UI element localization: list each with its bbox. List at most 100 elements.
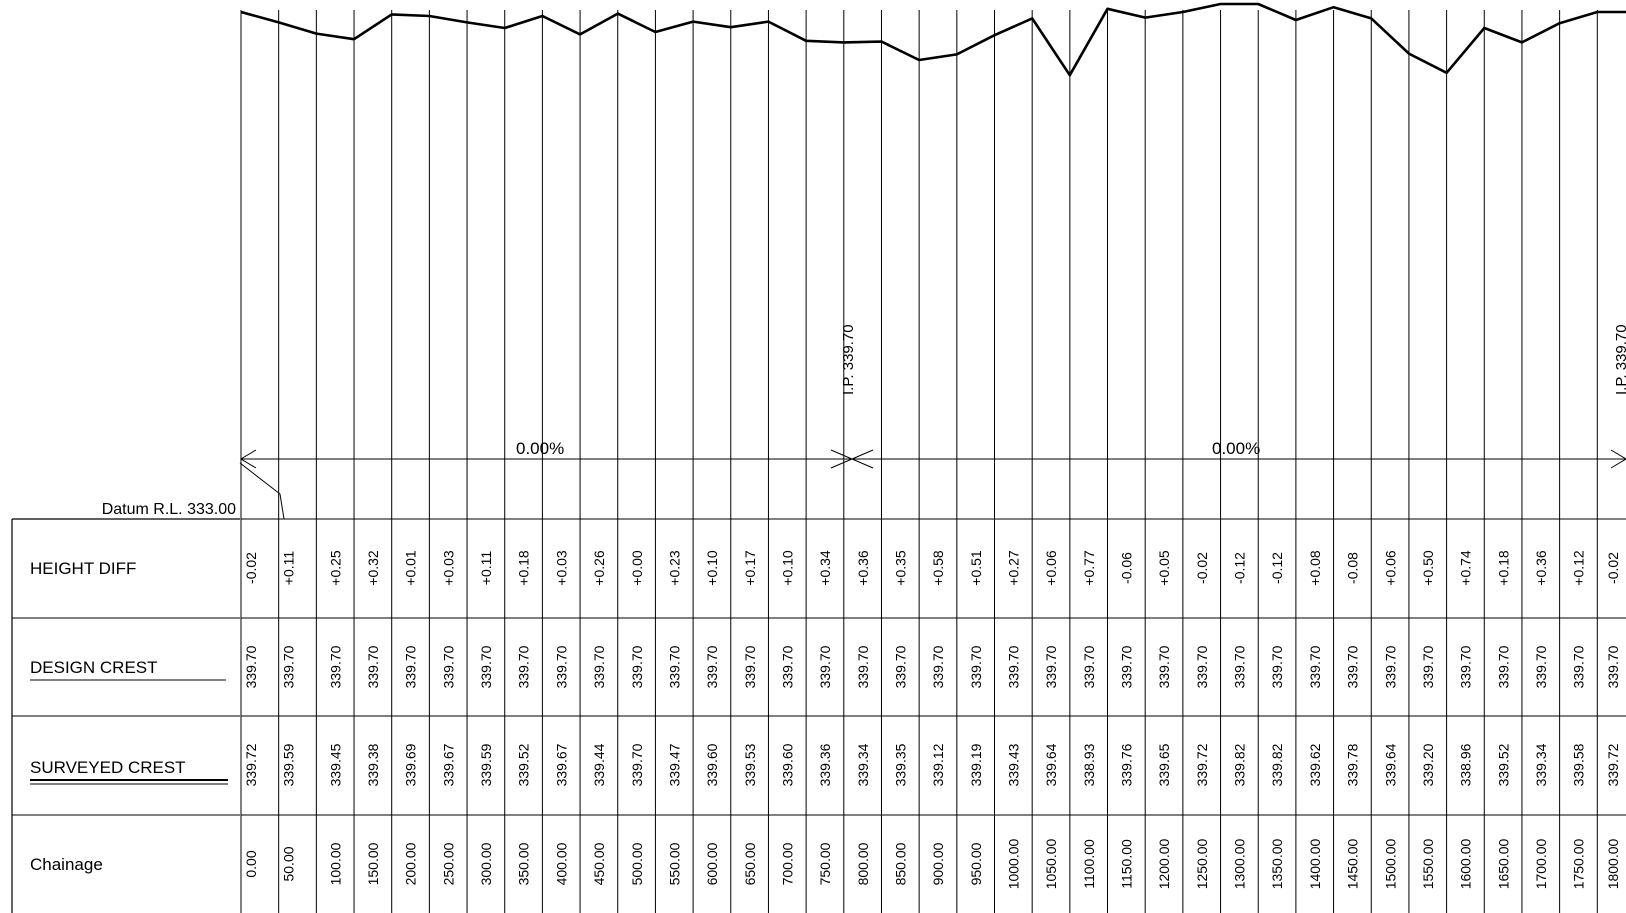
design-crest-value: 339.70 — [742, 645, 758, 688]
chainage-value: 200.00 — [403, 842, 419, 885]
chainage-value: 1500.00 — [1382, 838, 1398, 889]
design-crest-value: 339.70 — [1345, 645, 1361, 688]
row-label-chainage: Chainage — [30, 855, 103, 874]
surveyed-crest-value: 339.34 — [1533, 743, 1549, 786]
design-crest-value: 339.70 — [1420, 645, 1436, 688]
surveyed-crest-value: 339.76 — [1119, 743, 1135, 786]
height-diff-value: +0.36 — [855, 550, 871, 586]
design-crest-value: 339.70 — [930, 645, 946, 688]
surveyed-crest-value: 339.70 — [629, 743, 645, 786]
height-diff-value: +0.50 — [1420, 550, 1436, 586]
surveyed-crest-value: 339.35 — [893, 743, 909, 786]
chainage-value: 1050.00 — [1043, 838, 1059, 889]
design-crest-value: 339.70 — [1495, 645, 1511, 688]
height-diff-value: +0.25 — [327, 550, 343, 586]
height-diff-value: +0.01 — [403, 550, 419, 586]
height-diff-value: +0.18 — [1495, 550, 1511, 586]
design-crest-value: 339.70 — [666, 645, 682, 688]
chainage-value: 150.00 — [365, 842, 381, 885]
surveyed-crest-value: 339.36 — [817, 743, 833, 786]
surveyed-crest-value: 339.72 — [243, 743, 259, 786]
design-crest-value: 339.70 — [365, 645, 381, 688]
design-crest-value: 339.70 — [281, 645, 297, 688]
height-diff-value: +0.03 — [553, 550, 569, 586]
chainage-value: 1700.00 — [1533, 838, 1549, 889]
surveyed-crest-value: 339.19 — [968, 743, 984, 786]
row-label-design-crest: DESIGN CREST — [30, 658, 158, 677]
height-diff-value: +0.17 — [742, 550, 758, 586]
design-crest-value: 339.70 — [591, 645, 607, 688]
surveyed-crest-value: 338.96 — [1458, 743, 1474, 786]
datum-kink-line — [239, 462, 285, 520]
chainage-value: 250.00 — [440, 842, 456, 885]
height-diff-value: +0.11 — [281, 551, 297, 586]
chainage-value: 1100.00 — [1081, 839, 1097, 889]
chainage-value: 450.00 — [591, 842, 607, 885]
surveyed-crest-value: 339.47 — [666, 743, 682, 786]
height-diff-value: +0.08 — [1307, 550, 1323, 586]
height-diff-value: +0.51 — [968, 550, 984, 586]
chainage-value: 1450.00 — [1345, 838, 1361, 889]
height-diff-value: +0.12 — [1571, 550, 1587, 586]
height-diff-value: -0.08 — [1345, 552, 1361, 584]
chainage-value: 50.00 — [281, 846, 297, 881]
design-crest-value: 339.70 — [1006, 645, 1022, 688]
surveyed-crest-value: 339.43 — [1006, 743, 1022, 786]
surveyed-crest-value: 339.64 — [1043, 743, 1059, 786]
chainage-value: 1750.00 — [1571, 838, 1587, 889]
surveyed-crest-value: 339.59 — [281, 743, 297, 786]
design-crest-value: 339.70 — [1458, 645, 1474, 688]
design-crest-value: 339.70 — [1571, 645, 1587, 688]
height-diff-value: +0.11 — [478, 551, 494, 586]
chainage-value: 1400.00 — [1307, 838, 1323, 889]
height-diff-value: -0.06 — [1119, 552, 1135, 584]
surveyed-crest-value: 339.45 — [327, 743, 343, 786]
ip-label-2: I.P. 339.70 — [1613, 324, 1626, 395]
table-row-lines — [241, 518, 1626, 816]
height-diff-value: +0.34 — [817, 550, 833, 586]
design-crest-value: 339.70 — [855, 645, 871, 688]
surveyed-crest-value: 339.44 — [591, 743, 607, 786]
height-diff-value: -0.12 — [1232, 552, 1248, 584]
chainage-value: 550.00 — [666, 842, 682, 885]
height-diff-value: -0.02 — [1194, 552, 1210, 584]
surveyed-crest-value: 339.52 — [516, 743, 532, 786]
chainage-value: 1300.00 — [1232, 838, 1248, 889]
chainage-value: 750.00 — [817, 842, 833, 885]
surveyed-crest-value: 338.93 — [1081, 743, 1097, 786]
height-diff-value: +0.10 — [779, 550, 795, 586]
chainage-value: 300.00 — [478, 842, 494, 885]
chainage-value: 650.00 — [742, 842, 758, 885]
height-diff-value: +0.06 — [1043, 550, 1059, 586]
chainage-value: 600.00 — [704, 842, 720, 885]
surveyed-crest-value: 339.59 — [478, 743, 494, 786]
chainage-value: 1550.00 — [1420, 838, 1436, 889]
surveyed-crest-value: 339.78 — [1345, 743, 1361, 786]
chainage-value: 850.00 — [893, 842, 909, 885]
height-diff-value: +0.27 — [1006, 550, 1022, 586]
ip-label-1: I.P. 339.70 — [840, 324, 857, 395]
height-diff-value: +0.03 — [440, 550, 456, 586]
surveyed-crest-value: 339.65 — [1156, 743, 1172, 786]
height-diff-value: +0.26 — [591, 550, 607, 586]
chainage-value: 1200.00 — [1156, 838, 1172, 889]
surveyed-profile — [240, 2, 1626, 77]
height-diff-value: +0.06 — [1382, 550, 1398, 586]
surveyed-crest-value: 339.12 — [930, 743, 946, 786]
height-diff-value: -0.02 — [1605, 552, 1621, 584]
surveyed-crest-value: 339.72 — [1194, 743, 1210, 786]
chainage-value: 1000.00 — [1006, 838, 1022, 889]
surveyed-crest-value: 339.67 — [553, 743, 569, 786]
chainage-value: 100.00 — [327, 842, 343, 885]
surveyed-crest-value: 339.58 — [1571, 743, 1587, 786]
design-crest-value: 339.70 — [403, 645, 419, 688]
surveyed-crest-value: 339.82 — [1269, 743, 1285, 786]
row-label-block: Datum R.L. 333.00 HEIGHT DIFF DESIGN CRE… — [11, 501, 240, 913]
surveyed-crest-value: 339.53 — [742, 743, 758, 786]
height-diff-value: +0.00 — [629, 550, 645, 586]
height-diff-value: +0.35 — [893, 550, 909, 586]
design-crest-value: 339.70 — [893, 645, 909, 688]
height-diff-value: -0.02 — [243, 552, 259, 584]
design-crest-value: 339.70 — [478, 645, 494, 688]
